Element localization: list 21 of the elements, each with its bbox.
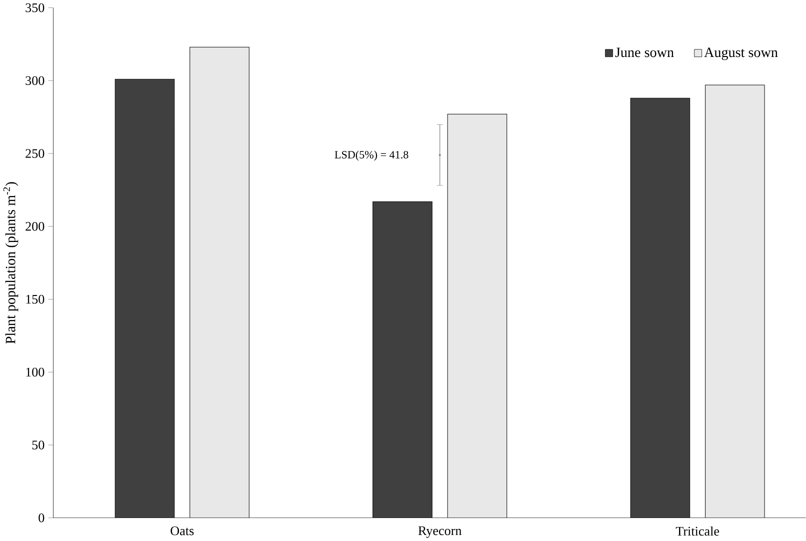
- y-tick-label: 0: [38, 513, 44, 522]
- y-tick-label: 250: [26, 148, 44, 158]
- y-tick-label: 300: [26, 76, 44, 85]
- y-tick-label: 200: [26, 222, 44, 231]
- y-tick-label: 50: [32, 440, 44, 450]
- legend-label: August sown: [704, 48, 778, 60]
- legend-label: June sown: [615, 48, 674, 58]
- bar: [448, 114, 507, 518]
- x-tick-label: Oats: [170, 526, 194, 536]
- x-tick-label: Ryecorn: [418, 526, 462, 538]
- y-axis-title: Plant population (plants m$^{-2}$): [3, 182, 18, 344]
- y-tick-label: 150: [26, 294, 44, 304]
- bar: [372, 202, 432, 518]
- bar: [630, 98, 690, 518]
- bar: [115, 79, 174, 518]
- y-tick-label: 100: [26, 368, 44, 376]
- bar: [190, 47, 250, 518]
- annotation: LSD(5%) = 41.8: [334, 150, 408, 161]
- bar: [705, 84, 765, 518]
- x-tick-label: Triticale: [676, 526, 720, 536]
- y-tick-label: 350: [26, 3, 44, 12]
